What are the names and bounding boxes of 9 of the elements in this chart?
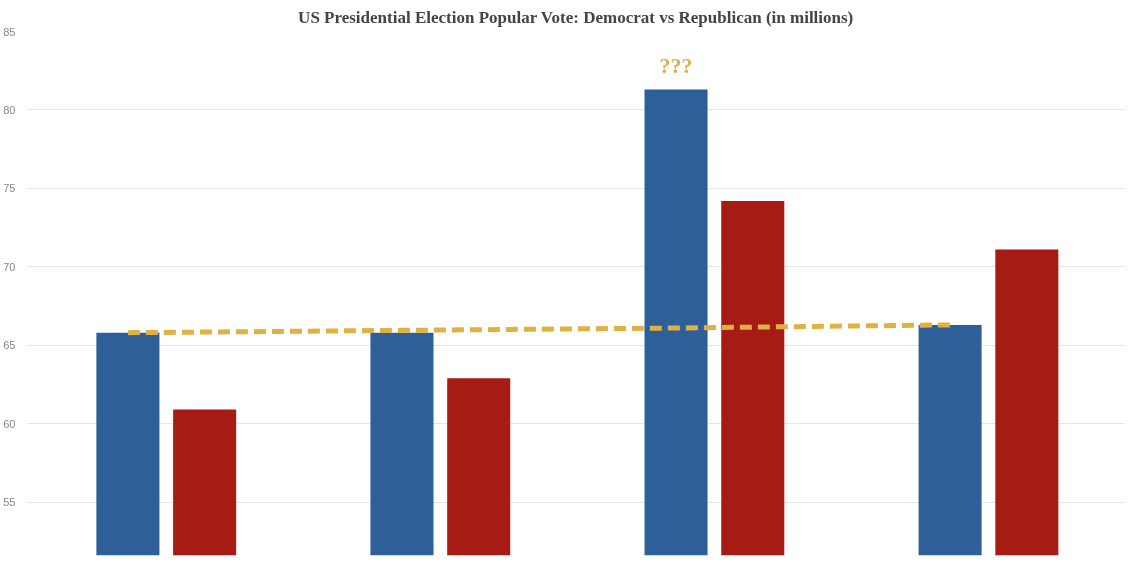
y-tick-label: 60 xyxy=(3,417,16,430)
y-tick-label: 75 xyxy=(3,182,16,195)
chart-title: US Presidential Election Popular Vote: Democrat vs Republican (in millions) xyxy=(298,7,854,27)
y-tick-label: 70 xyxy=(3,260,16,273)
y-tick-label: 65 xyxy=(3,339,16,352)
y-tick-label: 85 xyxy=(3,25,16,38)
y-tick-label: 55 xyxy=(3,496,16,509)
annotation: ??? xyxy=(659,52,693,78)
y-tick-label: 80 xyxy=(3,103,16,116)
